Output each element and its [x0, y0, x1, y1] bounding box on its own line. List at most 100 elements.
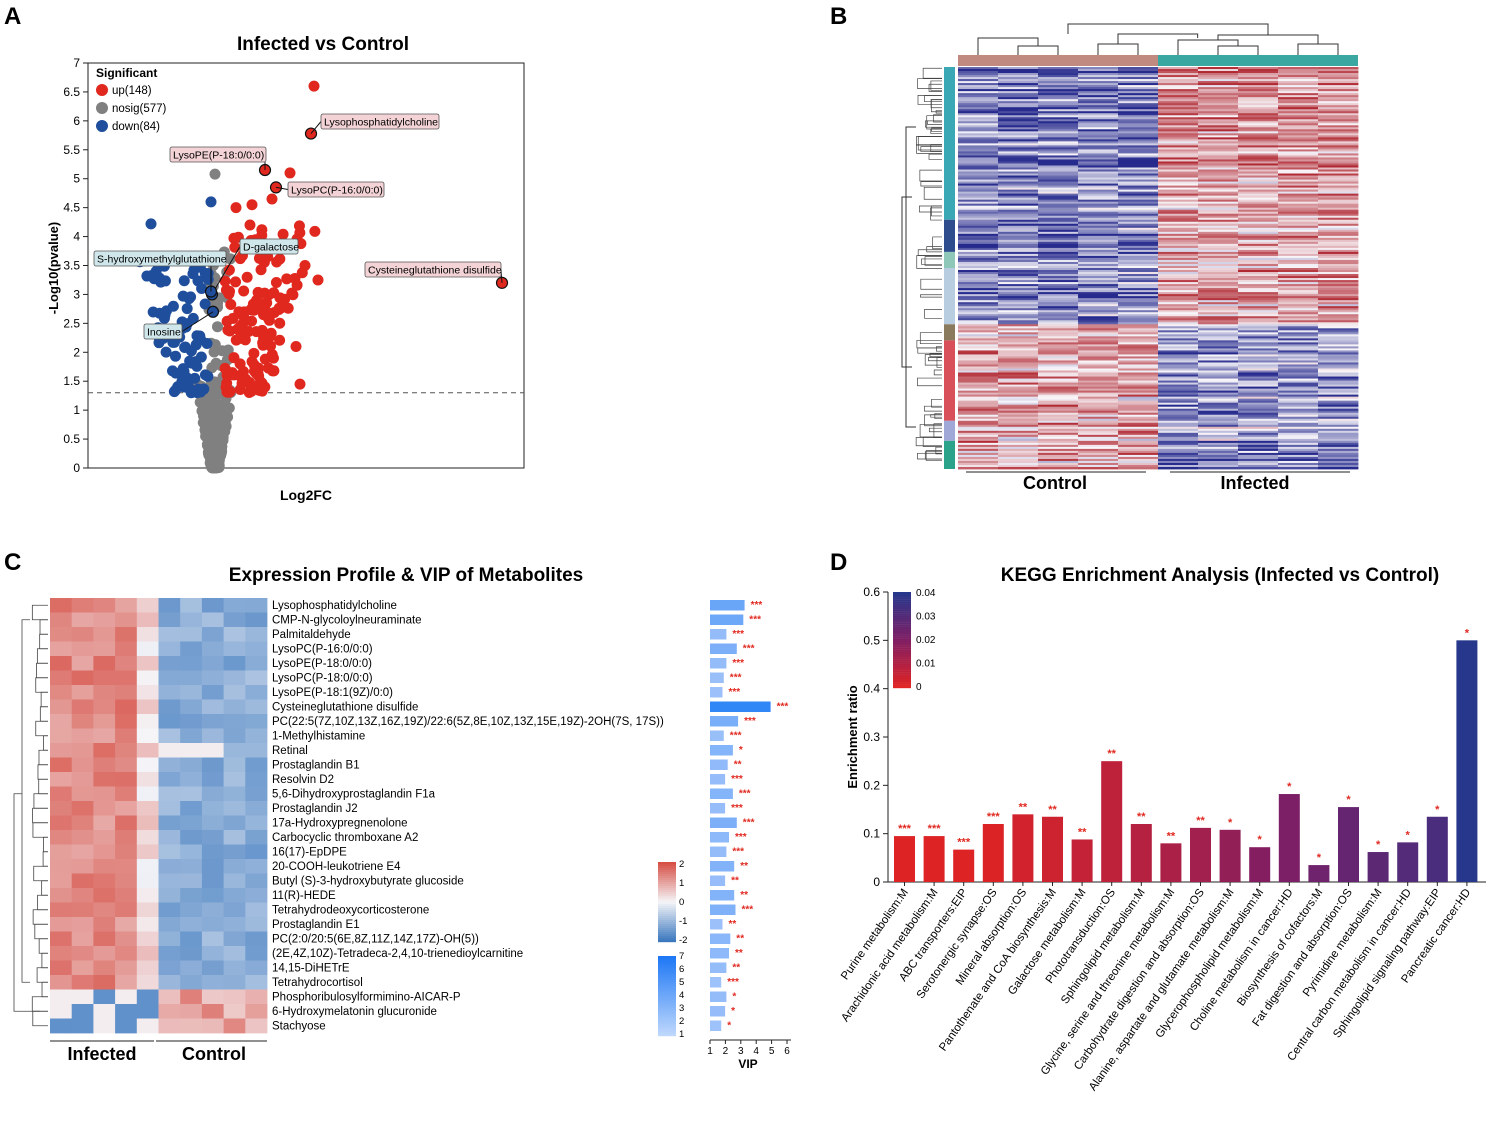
heatmap-cell — [1238, 446, 1279, 450]
vip-heatmap-cell — [180, 989, 203, 1005]
vip-heatmap-cell — [223, 757, 246, 773]
heatmap-cell — [1318, 109, 1359, 112]
heatmap-cell — [1238, 464, 1279, 468]
volcano-point-up — [312, 274, 324, 286]
heatmap-cell — [1038, 456, 1079, 460]
heatmap-cell — [1118, 320, 1159, 323]
vip-heatmap-cell — [93, 917, 116, 932]
heatmap-cell — [958, 278, 999, 281]
heatmap-cell — [1238, 157, 1279, 160]
heatmap-cell — [1198, 436, 1239, 440]
heatmap-cell — [1278, 101, 1319, 104]
heatmap-cell — [1318, 310, 1359, 313]
vip-heatmap-cell — [50, 1004, 73, 1019]
heatmap-cell — [1078, 272, 1119, 275]
heatmap-cell — [1278, 221, 1319, 225]
heatmap-cell — [1278, 362, 1319, 365]
volcano-point-up — [219, 362, 231, 374]
volcano-point-down — [205, 196, 217, 208]
heatmap-cell — [1238, 284, 1279, 287]
heatmap-cell — [1198, 380, 1239, 383]
vip-axis-tick-label: 2 — [723, 1046, 729, 1057]
heatmap-cell — [998, 73, 1039, 76]
heatmap-cell — [1078, 239, 1119, 243]
vip-heatmap-cell — [71, 757, 94, 773]
metabolite-label: 1-Methylhistamine — [272, 731, 365, 743]
heatmap-cell — [1238, 129, 1279, 132]
heatmap-cell — [1158, 209, 1199, 213]
heatmap-cell — [1278, 99, 1319, 102]
vip-heatmap-cell — [158, 902, 181, 918]
dendrogram-branch — [919, 424, 942, 438]
heatmap-cell — [1318, 452, 1359, 456]
heatmap-cell — [1278, 368, 1319, 371]
heatmap-cell — [1078, 288, 1119, 291]
heatmap-cell — [1278, 352, 1319, 355]
heatmap-cell — [1158, 436, 1199, 440]
heatmap-cell — [1238, 458, 1279, 462]
heatmap-cell — [1078, 85, 1119, 88]
heatmap-cell — [1078, 157, 1119, 160]
heatmap-cell — [1318, 348, 1359, 351]
heatmap-cell — [1198, 83, 1239, 86]
heatmap-cell — [1238, 195, 1279, 199]
heatmap-cell — [1278, 111, 1319, 114]
vip-heatmap-cell — [201, 888, 224, 903]
heatmap-cell — [1078, 159, 1119, 162]
volcano-point-up — [244, 219, 256, 231]
vip-heatmap-cell — [115, 1004, 138, 1019]
heatmap-cell — [1278, 272, 1319, 275]
vip-significance: ** — [731, 876, 739, 887]
heatmap-cell — [1198, 398, 1239, 402]
heatmap-cell — [1318, 276, 1359, 279]
heatmap-cell — [1118, 344, 1159, 347]
heatmap-cell — [1158, 392, 1199, 396]
heatmap-cell — [1198, 326, 1239, 329]
heatmap-cell — [1278, 284, 1319, 287]
heatmap-cell — [998, 446, 1039, 450]
vip-colorbar-slice — [658, 978, 676, 981]
kegg-colorbar-slice — [893, 620, 911, 623]
vip-heatmap-cell — [115, 699, 138, 715]
heatmap-cells — [958, 67, 1359, 470]
heatmap-cell — [958, 167, 999, 170]
heatmap-cell — [998, 183, 1039, 186]
heatmap-cell — [1038, 247, 1079, 251]
heatmap-cell — [1038, 382, 1079, 385]
heatmap-cell — [1318, 211, 1359, 215]
heatmap-cell — [998, 270, 1039, 273]
heatmap-cell — [1158, 414, 1199, 418]
volcano-annotations: LysophosphatidylcholineLysoPE(P-18:0/0:0… — [93, 113, 509, 340]
vip-heatmap-cell — [201, 641, 224, 657]
heatmap-cell — [1198, 217, 1239, 221]
vip-heatmap-cell — [71, 627, 94, 642]
heatmap-cell — [1118, 171, 1159, 174]
heatmap-cell — [1318, 185, 1359, 188]
heatmap-cell — [1238, 402, 1279, 406]
heatmap-cell — [1038, 77, 1079, 80]
heatmap-cell — [1118, 430, 1159, 434]
vip-significance: *** — [731, 803, 743, 814]
kegg-bar — [1456, 640, 1478, 882]
heatmap-cell — [1038, 338, 1079, 341]
heatmap-cell — [1038, 298, 1079, 301]
heatmap-cell — [1078, 330, 1119, 333]
vip-heatmap-cell — [180, 1018, 203, 1034]
heatmap-cell — [998, 442, 1039, 446]
heatmap-cell — [1038, 195, 1079, 199]
heatmap-cell — [1238, 282, 1279, 285]
heatmap-cell — [998, 149, 1039, 152]
heatmap-cell — [1278, 197, 1319, 201]
heatmap-cell — [1158, 300, 1199, 303]
vip-heatmap-cell — [223, 946, 246, 961]
vip-heatmap-cell — [93, 801, 116, 816]
expression-colorbar-slice — [658, 886, 676, 889]
heatmap-cell — [958, 225, 999, 229]
volcano-point-up — [282, 302, 294, 314]
heatmap-cell — [998, 412, 1039, 416]
volcano-point-up — [243, 386, 255, 398]
vip-colorbar-slice — [658, 972, 676, 975]
heatmap-cell — [1238, 245, 1279, 249]
heatmap-cell — [998, 93, 1039, 96]
